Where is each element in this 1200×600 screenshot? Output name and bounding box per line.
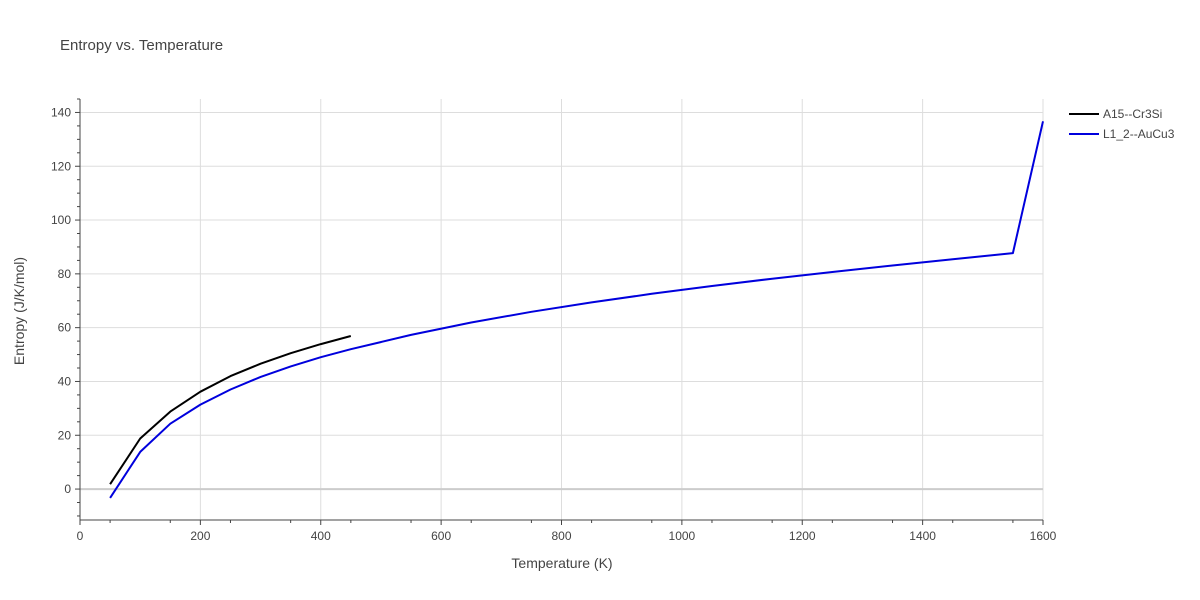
x-tick-label: 1000 [669,529,696,543]
x-tick-label: 1600 [1030,529,1057,543]
axis-layer: 0 200 400 600 800 1000 1200 1400 1600 0 20 40 60 80 10… [51,98,1057,543]
legend-label-2: L1_2--AuCu3 [1103,127,1175,141]
y-tick-label: 100 [51,213,71,227]
x-tick-label: 800 [551,529,571,543]
x-tick-label: 400 [311,529,331,543]
x-tick-label: 0 [77,529,84,543]
legend-label-1: A15--Cr3Si [1103,107,1162,121]
y-tick-label: 60 [58,321,72,335]
y-tick-label: 120 [51,159,71,173]
series-line-2 [109,121,1044,499]
x-tick-label: 200 [190,529,210,543]
y-tick-label: 80 [58,267,72,281]
y-axis-label: Entropy (J/K/mol) [11,257,27,365]
x-axis-label: Temperature (K) [511,555,612,571]
x-tick-label: 600 [431,529,451,543]
y-tick-label: 20 [58,428,72,442]
x-tick-label: 1200 [789,529,816,543]
y-tick-label: 0 [64,482,71,496]
series-line-1 [109,335,352,485]
series-layer [109,121,1044,499]
x-tick-label: 1400 [909,529,936,543]
grid-layer [80,99,1044,520]
y-tick-label: 140 [51,105,71,119]
legend: A15--Cr3Si L1_2--AuCu3 [1069,107,1175,141]
y-tick-label: 40 [58,374,72,388]
chart-title: Entropy vs. Temperature [60,37,223,54]
